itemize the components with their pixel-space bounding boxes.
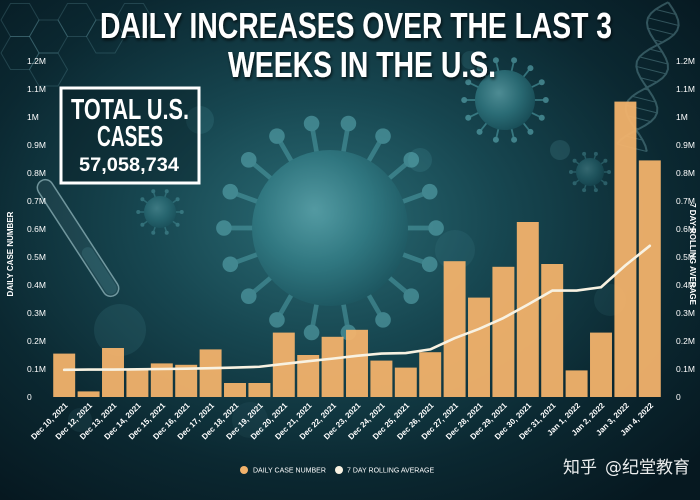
total-cases-label-line-2: CASES bbox=[97, 121, 163, 153]
daily-case-bar bbox=[565, 370, 588, 397]
total-cases-label-line-1: TOTAL U.S. bbox=[71, 94, 189, 126]
y-axis-ticks-right: 0 0.1M 0.2M 0.3M 0.4M 0.5M 0.6M 0.7M 0.8M 0.9M 1M 1… bbox=[676, 56, 695, 402]
y-tick-label-right: 0.6M bbox=[676, 224, 695, 234]
legend-label-rolling-average: 7 DAY ROLLING AVERAGE bbox=[347, 468, 434, 475]
y-tick-label-right: 0.9M bbox=[676, 140, 695, 150]
daily-case-bar bbox=[224, 383, 246, 397]
daily-case-bar bbox=[297, 355, 320, 397]
y-tick-label-left: 0.3M bbox=[27, 308, 46, 318]
y-axis-ticks-left: 0 0.1M 0.2M 0.3M 0.4M 0.5M 0.6M 0.7M 0.8M 0.9M 1M 1… bbox=[27, 56, 46, 402]
y-tick-label-left: 1M bbox=[27, 112, 39, 122]
rolling-average-line bbox=[62, 244, 652, 372]
legend-swatch-daily-cases bbox=[240, 466, 248, 474]
daily-case-bar bbox=[614, 101, 637, 397]
y-tick-label-right: 0.1M bbox=[676, 364, 695, 374]
watermark-account: @纪堂教育 bbox=[605, 458, 690, 478]
daily-case-bar bbox=[468, 297, 490, 397]
y-tick-label-left: 0.4M bbox=[27, 280, 46, 290]
y-tick-label-right: 1.2M bbox=[676, 56, 695, 66]
y-tick-label-left: 0.7M bbox=[27, 196, 46, 206]
y-tick-label-left: 0.1M bbox=[27, 364, 46, 374]
daily-case-bar bbox=[126, 369, 149, 397]
legend-swatch-rolling-average bbox=[335, 466, 343, 474]
y-tick-label-right: 0.8M bbox=[676, 168, 695, 178]
y-tick-label-left: 0.5M bbox=[27, 252, 46, 262]
y-tick-label-right: 1M bbox=[676, 112, 688, 122]
y-tick-label-right: 0.2M bbox=[676, 336, 695, 346]
chart-title-line-2: WEEKS IN THE U.S. bbox=[228, 44, 496, 85]
virus-illustration bbox=[568, 151, 612, 193]
daily-case-bar bbox=[102, 348, 124, 397]
y-tick-label-left: 0.2M bbox=[27, 336, 46, 346]
y-tick-label-left: 1.1M bbox=[27, 84, 46, 94]
y-tick-label-right: 0 bbox=[676, 392, 681, 402]
bokeh-light bbox=[550, 140, 570, 160]
y-tick-label-right: 1.1M bbox=[676, 84, 695, 94]
y-tick-label-left: 0 bbox=[27, 392, 32, 402]
daily-case-bar bbox=[175, 364, 198, 397]
virus-illustration bbox=[216, 115, 444, 341]
chart-title: DAILY INCREASES OVER THE LAST 3 WEEKS IN… bbox=[100, 5, 612, 85]
daily-case-bar bbox=[248, 383, 271, 397]
bokeh-light bbox=[461, 51, 479, 69]
total-cases-box: TOTAL U.S. CASES 57,058,734 bbox=[59, 86, 201, 185]
chart-title-line-1: DAILY INCREASES OVER THE LAST 3 bbox=[100, 5, 612, 46]
total-cases-value: 57,058,734 bbox=[79, 155, 179, 176]
daily-case-bar bbox=[590, 332, 612, 397]
y-tick-label-left: 0.6M bbox=[27, 224, 46, 234]
y-axis-label-right: 7 DAY ROLLING AVERAGE bbox=[688, 203, 697, 305]
daily-case-bar bbox=[370, 360, 393, 397]
virus-illustration bbox=[461, 57, 549, 143]
test-tube-illustration bbox=[36, 178, 120, 298]
y-tick-label-left: 0.9M bbox=[27, 140, 46, 150]
y-tick-label-left: 0.8M bbox=[27, 168, 46, 178]
daily-case-bar bbox=[150, 363, 173, 397]
daily-case-bar bbox=[77, 391, 100, 397]
y-tick-label-right: 0.7M bbox=[676, 196, 695, 206]
y-tick-label-right: 0.5M bbox=[676, 252, 695, 262]
virus-illustration bbox=[136, 189, 184, 235]
daily-case-bar bbox=[516, 222, 539, 397]
y-axis-label-left: DAILY CASE NUMBER bbox=[6, 211, 15, 296]
daily-case-bar bbox=[394, 367, 417, 397]
hexagon-network-illustration bbox=[0, 3, 154, 87]
bokeh-light bbox=[68, 408, 92, 432]
daily-case-bar bbox=[419, 352, 442, 397]
bokeh-light bbox=[232, 402, 268, 438]
daily-case-bar bbox=[53, 353, 76, 397]
bokeh-light bbox=[435, 230, 475, 270]
bokeh-light bbox=[94, 304, 146, 356]
daily-case-bar bbox=[638, 160, 661, 397]
daily-case-bar bbox=[346, 329, 368, 397]
total-cases-border bbox=[59, 86, 201, 185]
watermark: 知乎 @纪堂教育 bbox=[563, 458, 690, 478]
legend-label-daily-cases: DAILY CASE NUMBER bbox=[253, 468, 326, 475]
watermark-platform: 知乎 bbox=[563, 458, 597, 478]
daily-case-bar bbox=[199, 349, 222, 397]
daily-case-bar bbox=[492, 266, 515, 397]
y-tick-label-right: 0.3M bbox=[676, 308, 695, 318]
y-tick-label-left: 1.2M bbox=[27, 56, 46, 66]
background-illustration bbox=[0, 1, 680, 438]
legend: DAILY CASE NUMBER 7 DAY ROLLING AVERAGE bbox=[240, 466, 434, 475]
y-tick-label-right: 0.4M bbox=[676, 280, 695, 290]
daily-case-bar bbox=[443, 261, 466, 397]
daily-case-bar bbox=[321, 336, 344, 397]
daily-case-bar bbox=[541, 264, 564, 397]
